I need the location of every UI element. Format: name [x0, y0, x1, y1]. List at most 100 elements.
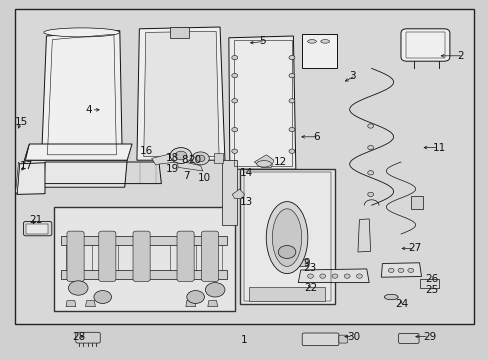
Bar — [243, 172, 330, 301]
FancyBboxPatch shape — [338, 335, 347, 343]
Circle shape — [344, 274, 349, 278]
Polygon shape — [381, 263, 421, 277]
Text: 20: 20 — [188, 155, 201, 165]
Bar — [15, 9, 473, 324]
FancyBboxPatch shape — [398, 333, 418, 343]
Text: 6: 6 — [312, 132, 319, 142]
Polygon shape — [17, 163, 45, 194]
FancyBboxPatch shape — [177, 231, 194, 282]
Ellipse shape — [256, 161, 271, 167]
Circle shape — [186, 291, 204, 303]
Bar — [61, 270, 227, 279]
Text: 10: 10 — [198, 173, 211, 183]
Circle shape — [288, 55, 294, 60]
FancyBboxPatch shape — [293, 259, 307, 266]
Circle shape — [367, 192, 373, 197]
Circle shape — [196, 155, 204, 162]
Circle shape — [387, 268, 393, 273]
Circle shape — [205, 283, 224, 297]
Circle shape — [231, 55, 237, 60]
Bar — [170, 27, 188, 38]
FancyBboxPatch shape — [76, 332, 100, 343]
Circle shape — [356, 274, 362, 278]
Polygon shape — [24, 144, 132, 160]
Text: 23: 23 — [303, 263, 316, 273]
Bar — [419, 279, 438, 288]
Circle shape — [170, 148, 191, 163]
Text: 16: 16 — [139, 146, 152, 156]
Bar — [302, 34, 337, 68]
Polygon shape — [185, 301, 195, 307]
Text: 2: 2 — [456, 51, 463, 61]
FancyBboxPatch shape — [133, 231, 150, 282]
Bar — [249, 287, 325, 301]
Bar — [54, 207, 234, 311]
Circle shape — [288, 149, 294, 153]
Circle shape — [407, 268, 413, 273]
Polygon shape — [137, 27, 224, 160]
Text: 28: 28 — [72, 332, 85, 342]
Circle shape — [231, 73, 237, 78]
Circle shape — [288, 73, 294, 78]
Polygon shape — [20, 160, 127, 187]
Text: 24: 24 — [394, 299, 407, 309]
Text: 19: 19 — [166, 164, 179, 174]
Ellipse shape — [384, 294, 397, 300]
Circle shape — [367, 171, 373, 175]
FancyBboxPatch shape — [67, 231, 84, 282]
Circle shape — [231, 99, 237, 103]
Text: 5: 5 — [259, 36, 265, 46]
Polygon shape — [20, 144, 29, 187]
Circle shape — [94, 291, 111, 303]
FancyBboxPatch shape — [23, 221, 52, 236]
Polygon shape — [232, 189, 244, 199]
Text: 15: 15 — [15, 117, 28, 127]
Bar — [61, 236, 227, 245]
Circle shape — [331, 274, 337, 278]
Polygon shape — [298, 269, 368, 283]
Text: 18: 18 — [166, 153, 179, 163]
Text: 12: 12 — [273, 157, 286, 167]
FancyBboxPatch shape — [302, 333, 338, 346]
Circle shape — [367, 145, 373, 150]
Bar — [222, 160, 237, 225]
Polygon shape — [151, 153, 176, 165]
Ellipse shape — [44, 28, 119, 37]
Text: 1: 1 — [241, 335, 247, 345]
Polygon shape — [143, 31, 219, 157]
Polygon shape — [228, 36, 295, 169]
Ellipse shape — [265, 202, 307, 274]
Ellipse shape — [272, 209, 301, 266]
FancyBboxPatch shape — [99, 231, 116, 282]
Text: 17: 17 — [20, 161, 33, 171]
Ellipse shape — [320, 40, 329, 43]
Polygon shape — [254, 155, 273, 167]
Circle shape — [278, 246, 295, 258]
FancyBboxPatch shape — [201, 231, 218, 282]
Circle shape — [175, 151, 186, 160]
Bar — [213, 153, 223, 163]
Text: 9: 9 — [303, 258, 309, 268]
Circle shape — [288, 127, 294, 132]
Polygon shape — [85, 301, 95, 307]
Text: 25: 25 — [425, 285, 438, 295]
Circle shape — [397, 268, 403, 273]
Circle shape — [319, 274, 325, 278]
Circle shape — [307, 274, 313, 278]
Bar — [410, 196, 422, 209]
Polygon shape — [41, 31, 122, 158]
Bar — [405, 32, 444, 58]
Text: 11: 11 — [432, 143, 445, 153]
Text: 14: 14 — [239, 168, 252, 178]
Bar — [239, 169, 334, 304]
Polygon shape — [16, 162, 20, 194]
Polygon shape — [207, 301, 217, 307]
Text: 7: 7 — [183, 171, 190, 181]
Text: 29: 29 — [422, 332, 435, 342]
Circle shape — [231, 149, 237, 153]
Text: 22: 22 — [304, 283, 317, 293]
Bar — [26, 224, 48, 234]
Text: 8: 8 — [181, 155, 187, 165]
Circle shape — [231, 127, 237, 132]
Circle shape — [68, 281, 88, 295]
